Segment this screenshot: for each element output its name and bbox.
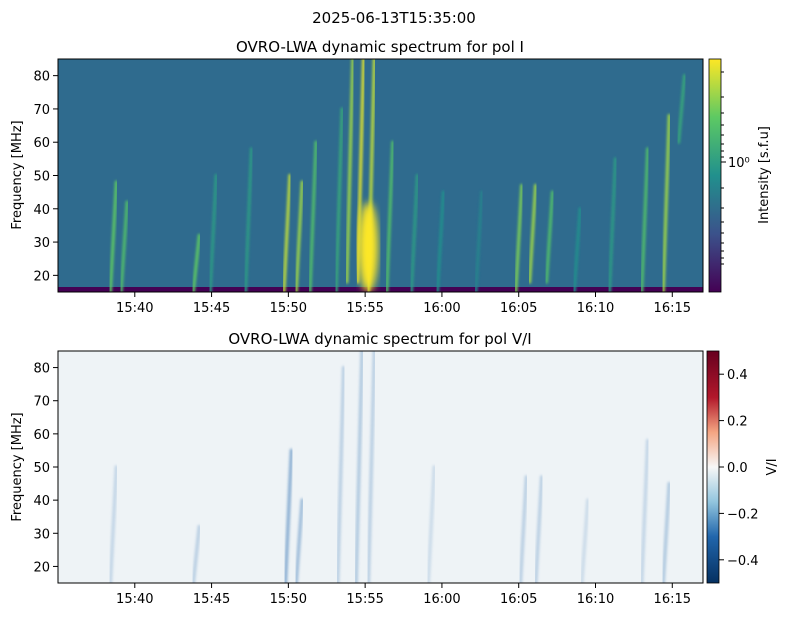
burst-mark [283,448,294,583]
y-tick-label: 20 [33,269,50,284]
burst-mark [640,147,650,292]
x-tick-label: 15:45 [193,301,230,316]
y-tick-label: 40 [33,203,50,218]
panel-pol-vi: OVRO-LWA dynamic spectrum for pol V/I 15… [10,330,780,607]
burst-mark [534,475,544,583]
x-tick-label: 15:55 [346,592,383,607]
colorbar-intensity [708,58,722,293]
burst-mark [385,140,395,292]
burst-mark [308,140,318,292]
y-tick-label: 70 [33,103,50,118]
x-tick-label: 15:45 [193,592,230,607]
burst-mark [191,524,202,583]
burst-mark [334,107,344,292]
burst-mark [580,498,590,583]
panel-pol-i-background [58,59,703,292]
y-tick-label: 70 [33,395,50,410]
y-tick-label: 60 [33,428,50,443]
colorbar-vi-tick-label: −0.4 [727,554,759,569]
low-frequency-band [58,287,703,292]
panel-pol-vi-title: OVRO-LWA dynamic spectrum for pol V/I [228,330,531,348]
y-tick-label: 50 [33,170,50,185]
burst-mark [518,475,529,583]
burst-hotspot [358,202,379,292]
y-tick-label: 30 [33,527,50,542]
y-tick-label: 20 [33,560,50,575]
panel-pol-i-ylabel: Frequency [MHz] [10,120,25,229]
colorbar-vi-tick-label: 0.0 [727,461,748,476]
y-tick-label: 40 [33,494,50,509]
y-tick-label: 30 [33,236,50,251]
burst-mark [282,173,292,292]
colorbar-intensity-label: Intensity [s.f.u] [757,126,772,224]
burst-mark [474,190,484,292]
colorbar-vi-tick-label: 0.2 [727,415,748,430]
y-tick-label: 60 [33,136,50,151]
x-tick-label: 16:00 [423,301,460,316]
x-tick-label: 16:15 [654,301,691,316]
x-tick-label: 16:05 [500,592,537,607]
burst-mark [294,180,304,292]
panel-pol-vi-ylabel: Frequency [MHz] [10,412,25,521]
y-tick-label: 80 [33,70,50,85]
burst-mark [426,465,436,583]
x-tick-label: 16:05 [500,301,537,316]
burst-mark [661,113,671,292]
x-tick-label: 15:40 [116,301,153,316]
colorbar-intensity-minor-ticks [721,71,724,265]
panel-pol-vi-background [58,351,703,583]
colorbar-intensity-tick-label: 10⁰ [728,156,750,171]
x-tick-label: 15:40 [116,592,153,607]
burst-mark [354,351,364,583]
colorbar-vi-label: V/I [765,458,780,475]
burst-mark [243,147,254,292]
burst-mark [108,465,119,583]
figure-suptitle: 2025-06-13T15:35:00 [312,9,476,27]
x-tick-label: 16:15 [654,592,691,607]
burst-mark [435,190,446,292]
burst-mark [335,365,346,583]
burst-mark [544,190,555,284]
colorbar-vi-tick-label: 0.4 [727,368,748,383]
burst-mark [639,438,650,583]
burst-mark [108,180,118,292]
burst-mark [345,59,355,284]
x-tick-label: 16:00 [423,592,460,607]
burst-mark [676,74,687,144]
panel-pol-i: OVRO-LWA dynamic spectrum for pol I 15:4… [10,38,772,316]
burst-mark [208,173,218,292]
x-tick-label: 15:55 [346,301,383,316]
burst-mark [191,233,201,292]
x-tick-label: 16:10 [577,592,614,607]
y-tick-label: 80 [33,362,50,377]
burst-mark [528,183,538,284]
x-tick-label: 16:10 [577,301,614,316]
colorbar-vi [706,350,720,584]
burst-mark [366,351,377,583]
x-tick-label: 15:50 [270,301,307,316]
burst-mark [514,183,524,292]
y-tick-label: 50 [33,461,50,476]
panel-pol-i-title: OVRO-LWA dynamic spectrum for pol I [236,38,524,56]
burst-mark [409,173,419,292]
burst-mark [607,157,618,292]
x-tick-label: 15:50 [270,592,307,607]
burst-mark [572,207,582,292]
colorbar-vi-tick-label: −0.2 [727,507,759,522]
burst-mark [661,481,671,583]
burst-mark [119,200,129,292]
burst-mark [294,498,304,583]
